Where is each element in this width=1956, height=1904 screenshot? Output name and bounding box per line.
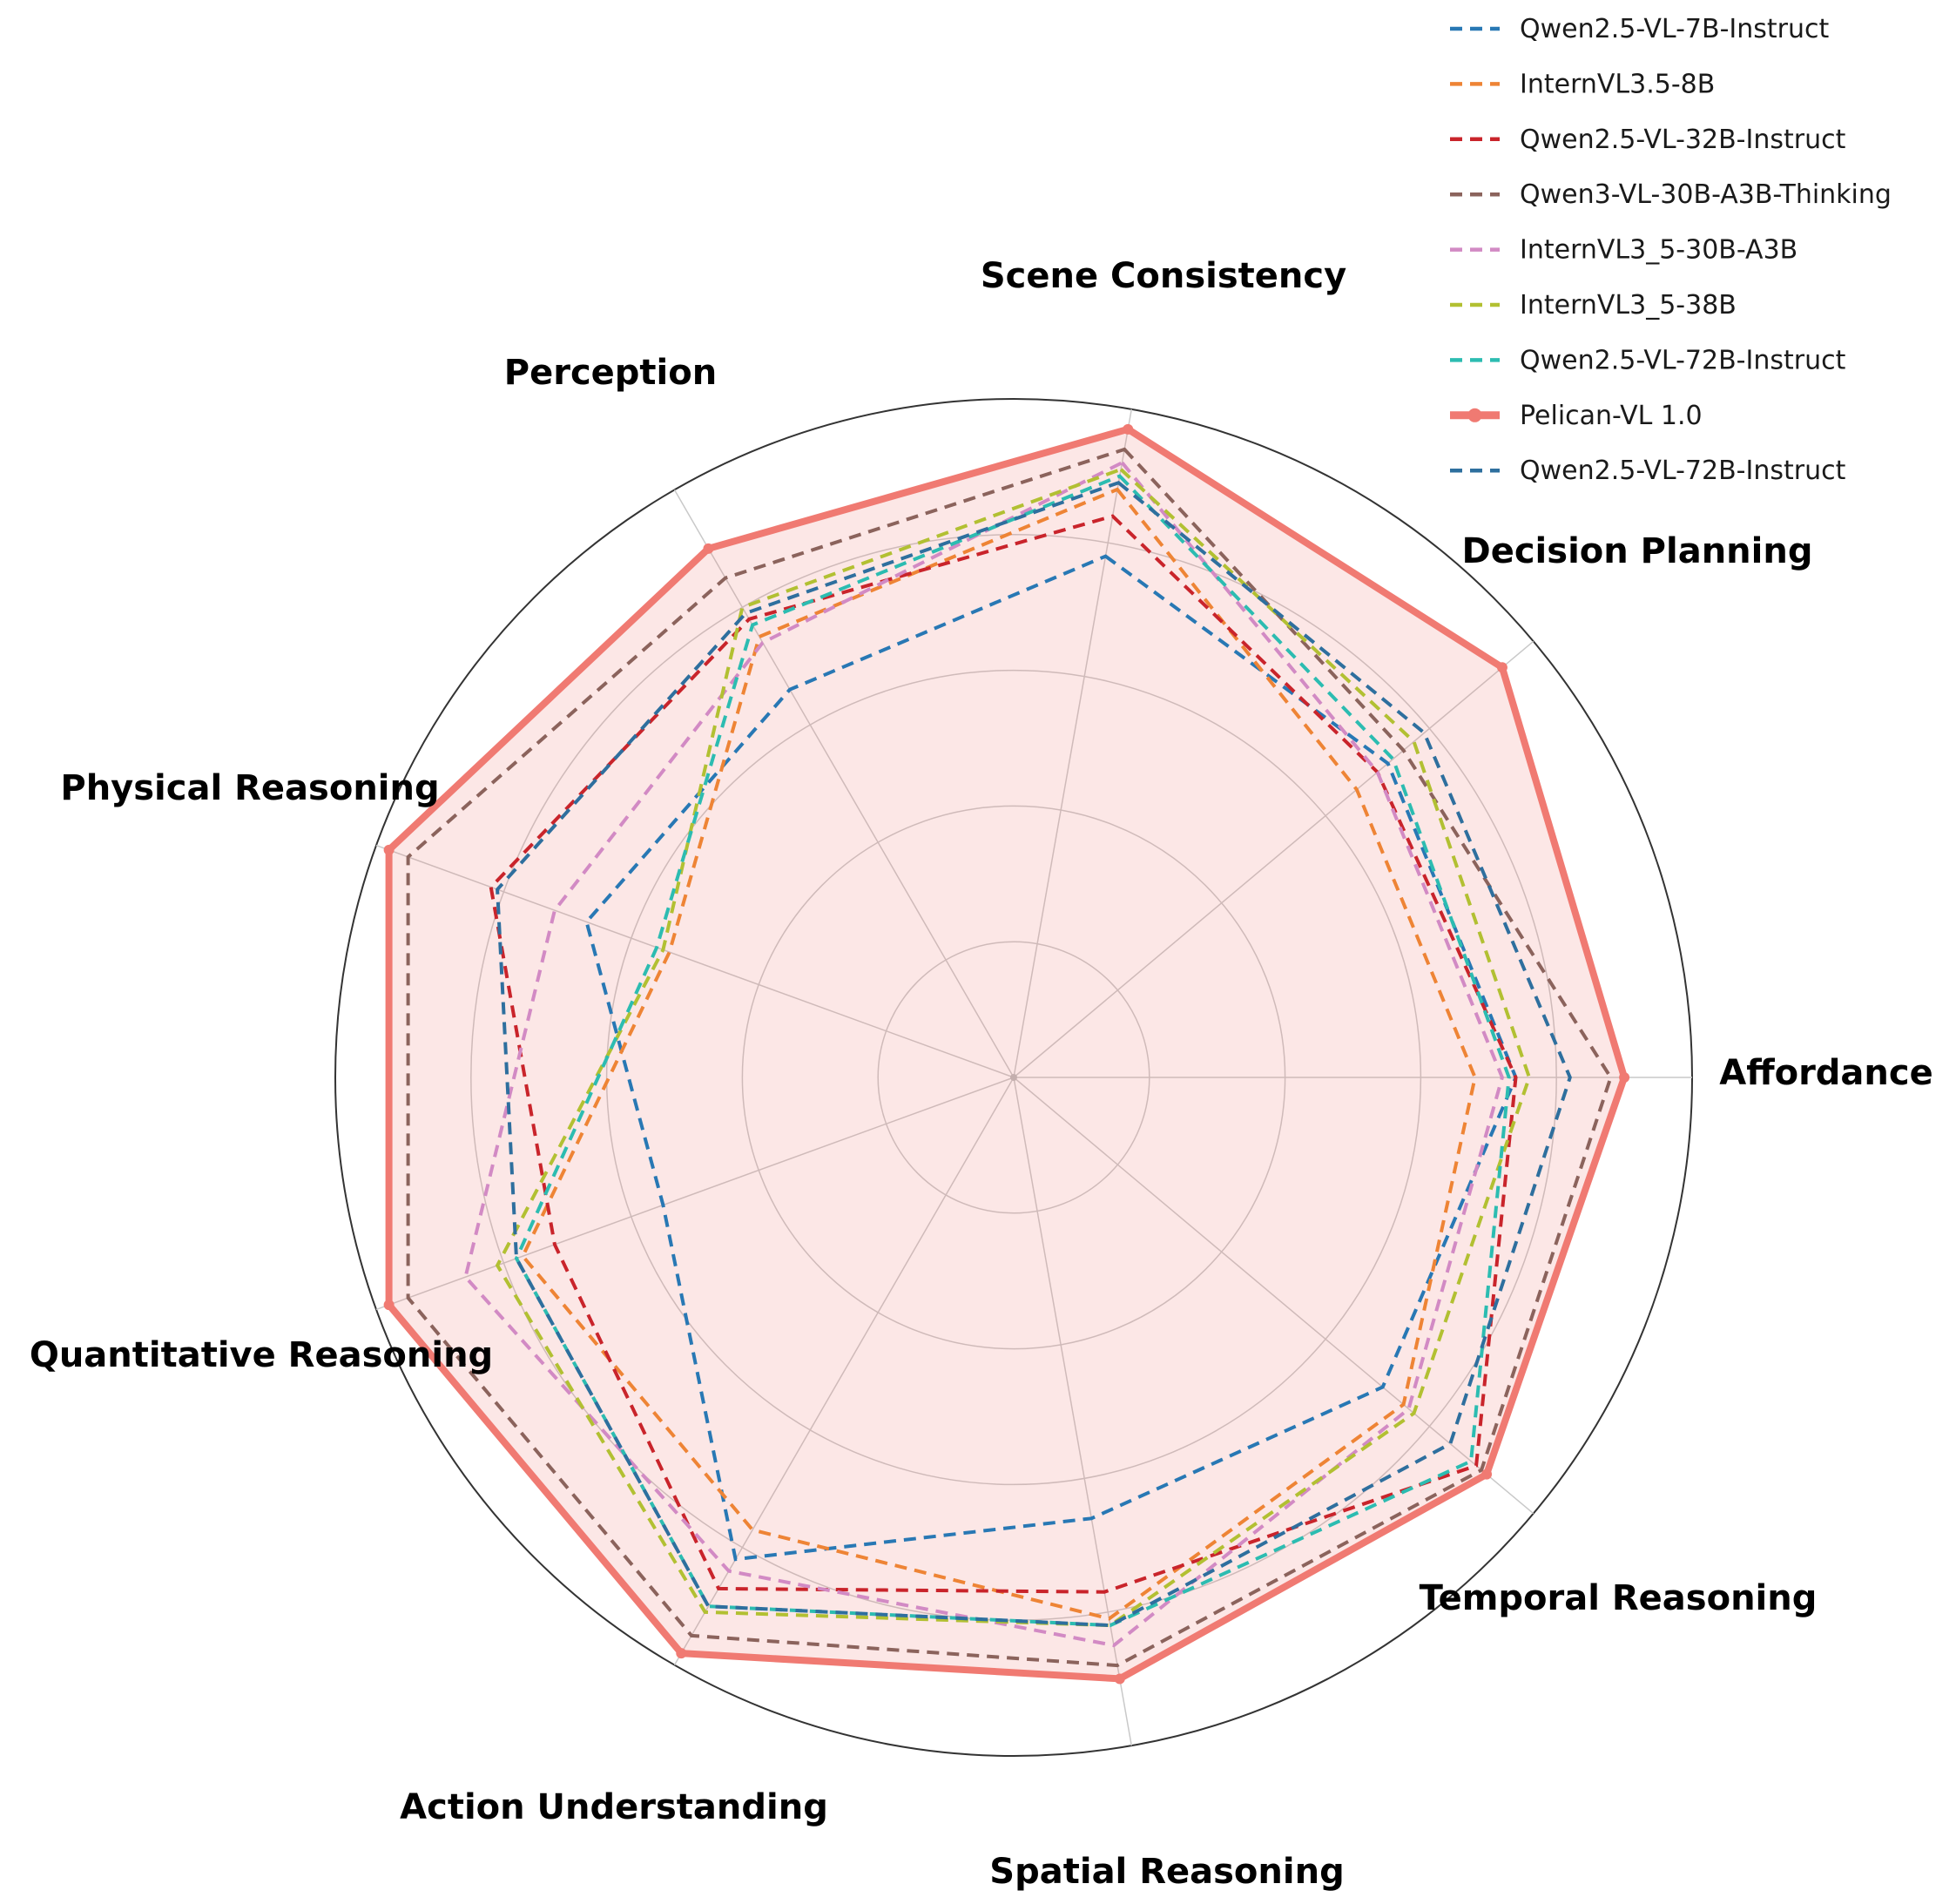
legend-item: InternVL3_5-30B-A3B: [1450, 235, 1797, 266]
axis-label-decision-planning: Decision Planning: [1462, 531, 1813, 571]
series-marker: [1123, 423, 1134, 435]
legend-item: Pelican-VL 1.0: [1450, 401, 1703, 431]
legend-item: Qwen2.5-VL-7B-Instruct: [1450, 14, 1830, 44]
spoke: [673, 489, 1015, 1078]
legend-label: InternVL3_5-38B: [1520, 290, 1737, 321]
legend-label: Qwen2.5-VL-72B-Instruct: [1520, 345, 1846, 375]
series-marker: [1114, 1673, 1125, 1685]
axis-label-perception: Perception: [504, 353, 717, 393]
axis-label-spatial-reasoning: Spatial Reasoning: [989, 1852, 1344, 1892]
spoke: [1013, 1077, 1133, 1746]
axis-label-scene-consistency: Scene Consistency: [981, 256, 1346, 296]
legend-item: Qwen2.5-VL-72B-Instruct: [1450, 456, 1846, 486]
series-marker: [1481, 1469, 1493, 1480]
series-line-5: [495, 467, 1532, 1628]
legend-label: InternVL3_5-30B-A3B: [1520, 235, 1797, 266]
legend: Qwen2.5-VL-7B-Instruct InternVL3.5-8B Qwen…: [1450, 14, 1892, 486]
series-marker: [703, 543, 714, 554]
series-marker: [1619, 1072, 1630, 1083]
legend-label: InternVL3.5-8B: [1520, 69, 1715, 99]
legend-swatch-marker: [1467, 408, 1482, 422]
axis-label-temporal-reasoning: Temporal Reasoning: [1420, 1578, 1818, 1618]
spoke: [375, 1077, 1015, 1311]
spoke: [673, 1077, 1015, 1666]
spoke: [1013, 640, 1534, 1078]
series-marker: [383, 1300, 395, 1311]
legend-label: Qwen2.5-VL-72B-Instruct: [1520, 456, 1846, 486]
legend-label: Qwen2.5-VL-7B-Instruct: [1520, 14, 1830, 44]
series-marker: [1496, 662, 1507, 673]
series-line-3: [406, 447, 1613, 1668]
center-dot: [1010, 1074, 1017, 1081]
series-marker: [676, 1648, 687, 1659]
series-marker: [383, 844, 395, 855]
series-line-8: [496, 480, 1572, 1628]
legend-label: Qwen3-VL-30B-A3B-Thinking: [1520, 179, 1892, 210]
spoke: [375, 844, 1015, 1078]
series-line-4: [463, 460, 1505, 1648]
axis-label-quantitative-reasoning: Quantitative Reasoning: [30, 1335, 493, 1375]
legend-item: Qwen3-VL-30B-A3B-Thinking: [1450, 179, 1892, 210]
legend-item: InternVL3.5-8B: [1450, 69, 1715, 99]
series-fill-7: [388, 429, 1625, 1679]
spoke: [1013, 408, 1133, 1078]
spoke: [1013, 1077, 1534, 1515]
axis-label-physical-reasoning: Physical Reasoning: [60, 768, 439, 808]
legend-item: InternVL3_5-38B: [1450, 290, 1737, 321]
legend-label: Pelican-VL 1.0: [1520, 401, 1703, 431]
legend-label: Qwen2.5-VL-32B-Instruct: [1520, 125, 1846, 155]
series-line-0: [584, 554, 1518, 1562]
legend-item: Qwen2.5-VL-32B-Instruct: [1450, 125, 1846, 155]
series-line-6: [514, 474, 1511, 1628]
axis-label-action-understanding: Action Understanding: [400, 1787, 828, 1827]
legend-item: Qwen2.5-VL-72B-Instruct: [1450, 345, 1846, 375]
series-line-7: [385, 425, 1629, 1683]
axis-label-affordance: Affordance: [1719, 1053, 1933, 1093]
